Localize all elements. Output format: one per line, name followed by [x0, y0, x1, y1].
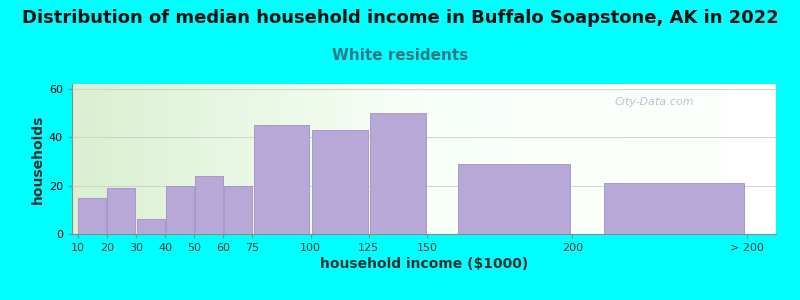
Bar: [604, 183, 744, 234]
Bar: [194, 176, 222, 234]
Bar: [137, 220, 165, 234]
Text: City-Data.com: City-Data.com: [614, 97, 694, 107]
Text: Distribution of median household income in Buffalo Soapstone, AK in 2022: Distribution of median household income …: [22, 9, 778, 27]
Text: White residents: White residents: [332, 48, 468, 63]
X-axis label: household income ($1000): household income ($1000): [320, 257, 528, 271]
Bar: [107, 188, 135, 234]
Bar: [166, 186, 194, 234]
Bar: [312, 130, 367, 234]
Bar: [370, 113, 426, 234]
Y-axis label: households: households: [30, 114, 45, 204]
Bar: [78, 198, 106, 234]
Bar: [458, 164, 570, 234]
Bar: [254, 125, 310, 234]
Bar: [224, 186, 252, 234]
